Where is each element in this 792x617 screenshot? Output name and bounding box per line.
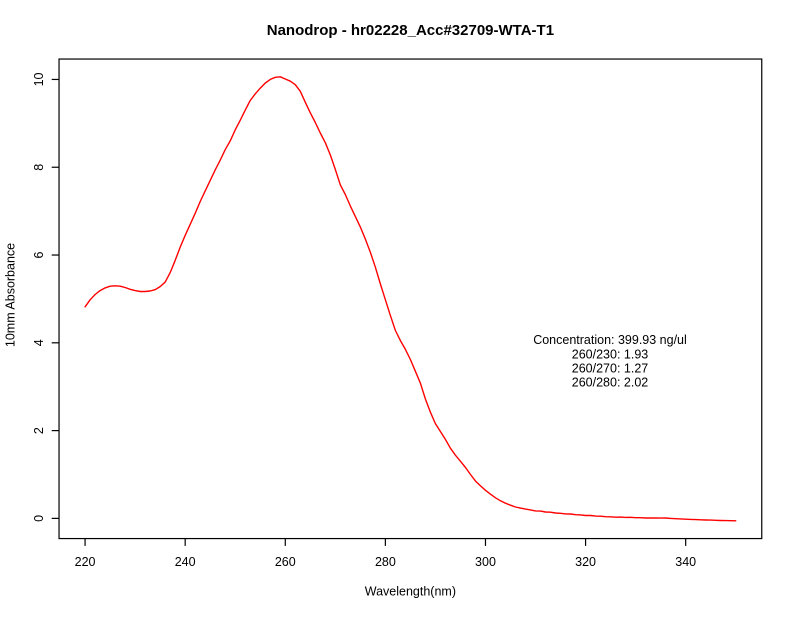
svg-text:260: 260	[275, 555, 296, 569]
svg-text:260/280: 2.02: 260/280: 2.02	[572, 376, 649, 390]
svg-text:Wavelength(nm): Wavelength(nm)	[365, 584, 456, 598]
svg-text:Concentration: 399.93 ng/ul: Concentration: 399.93 ng/ul	[533, 333, 687, 347]
svg-text:8: 8	[32, 164, 46, 171]
svg-text:240: 240	[175, 555, 196, 569]
svg-text:260/270: 1.27: 260/270: 1.27	[572, 362, 649, 376]
svg-text:2: 2	[32, 427, 46, 434]
svg-text:Nanodrop - hr02228_Acc#32709-W: Nanodrop - hr02228_Acc#32709-WTA-T1	[267, 22, 554, 39]
svg-text:0: 0	[32, 515, 46, 522]
svg-text:300: 300	[475, 555, 496, 569]
svg-text:220: 220	[75, 555, 96, 569]
svg-text:10: 10	[32, 72, 46, 86]
svg-text:6: 6	[32, 252, 46, 259]
svg-text:4: 4	[32, 339, 46, 346]
svg-text:10mm Absorbance: 10mm Absorbance	[3, 243, 17, 347]
svg-text:280: 280	[375, 555, 396, 569]
svg-text:260/230: 1.93: 260/230: 1.93	[572, 347, 649, 361]
svg-text:340: 340	[675, 555, 696, 569]
svg-text:320: 320	[575, 555, 596, 569]
